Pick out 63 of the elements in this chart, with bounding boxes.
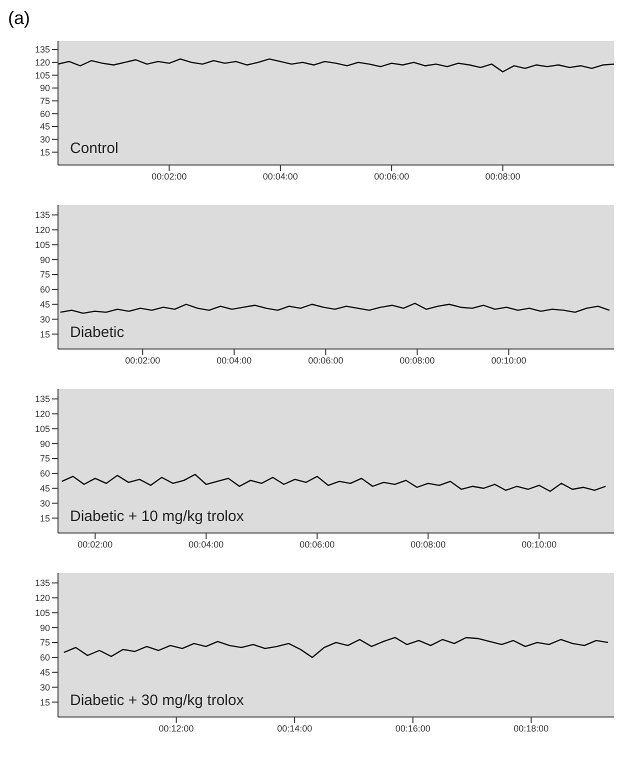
x-tick-label: 00:10:00 bbox=[522, 539, 557, 550]
y-tick-label: 120 bbox=[34, 593, 50, 604]
y-tick-label: 60 bbox=[40, 652, 50, 663]
x-tick-label: 00:06:00 bbox=[308, 355, 344, 366]
x-tick-label: 00:08:00 bbox=[485, 171, 520, 182]
y-tick-label: 135 bbox=[34, 44, 50, 55]
y-tick-label: 45 bbox=[40, 300, 50, 310]
x-tick-label: 00:08:00 bbox=[410, 539, 446, 550]
y-tick-label: 120 bbox=[34, 225, 50, 236]
x-tick-label: 00:16:00 bbox=[395, 723, 430, 734]
y-tick-label: 45 bbox=[40, 484, 50, 494]
x-tick-label: 00:06:00 bbox=[300, 539, 335, 550]
y-tick-label: 135 bbox=[34, 210, 50, 220]
x-tick-label: 00:02:00 bbox=[78, 539, 113, 550]
x-tick-label: 00:04:00 bbox=[188, 539, 224, 550]
y-tick-label: 105 bbox=[34, 424, 50, 434]
y-tick-label: 75 bbox=[40, 96, 50, 106]
y-tick-label: 120 bbox=[34, 409, 50, 420]
annotation: Control bbox=[70, 140, 118, 157]
y-tick-label: 60 bbox=[40, 468, 50, 479]
y-tick-label: 15 bbox=[40, 513, 50, 524]
y-tick-label: 75 bbox=[40, 270, 50, 280]
y-tick-label: 30 bbox=[40, 498, 50, 508]
y-tick-label: 45 bbox=[40, 122, 50, 132]
y-tick-label: 90 bbox=[40, 83, 50, 94]
y-tick-label: 90 bbox=[40, 622, 50, 633]
chart-title: (a) bbox=[8, 8, 31, 29]
annotation: Diabetic bbox=[70, 324, 124, 341]
x-tick-label: 00:04:00 bbox=[216, 355, 252, 366]
y-tick-label: 105 bbox=[34, 608, 50, 618]
y-tick-label: 120 bbox=[34, 58, 50, 68]
line-series bbox=[61, 474, 606, 492]
y-tick-label: 30 bbox=[40, 134, 50, 145]
y-tick-label: 90 bbox=[40, 438, 50, 449]
y-tick-label: 75 bbox=[40, 454, 50, 464]
x-tick-label: 00:12:00 bbox=[158, 723, 194, 734]
y-tick-label: 30 bbox=[40, 682, 50, 692]
y-tick-label: 90 bbox=[40, 254, 50, 265]
x-tick-label: 00:08:00 bbox=[400, 355, 435, 366]
y-tick-label: 60 bbox=[40, 108, 50, 119]
y-tick-label: 105 bbox=[34, 70, 50, 80]
y-tick-label: 60 bbox=[40, 284, 50, 295]
x-tick-label: 00:18:00 bbox=[514, 723, 549, 734]
y-tick-label: 15 bbox=[40, 147, 50, 158]
y-tick-label: 15 bbox=[40, 697, 50, 708]
x-tick-label: 00:04:00 bbox=[262, 171, 298, 182]
x-tick-label: 00:02:00 bbox=[125, 355, 160, 366]
annotation: Diabetic + 30 mg/kg trolox bbox=[70, 692, 244, 709]
line-series bbox=[60, 302, 610, 314]
x-tick-label: 00:06:00 bbox=[374, 171, 410, 182]
annotation: Diabetic + 10 mg/kg trolox bbox=[70, 508, 244, 525]
y-tick-label: 45 bbox=[40, 668, 50, 678]
x-tick-label: 00:10:00 bbox=[491, 355, 526, 366]
y-tick-label: 75 bbox=[40, 638, 50, 648]
y-tick-label: 105 bbox=[34, 240, 50, 250]
line-series bbox=[63, 636, 609, 658]
line-series bbox=[58, 58, 614, 72]
y-tick-label: 15 bbox=[40, 329, 50, 340]
y-tick-label: 135 bbox=[34, 394, 50, 404]
y-tick-label: 135 bbox=[34, 578, 50, 588]
x-tick-label: 00:02:00 bbox=[152, 171, 187, 182]
y-tick-label: 30 bbox=[40, 314, 50, 324]
x-tick-label: 00:14:00 bbox=[277, 723, 312, 734]
